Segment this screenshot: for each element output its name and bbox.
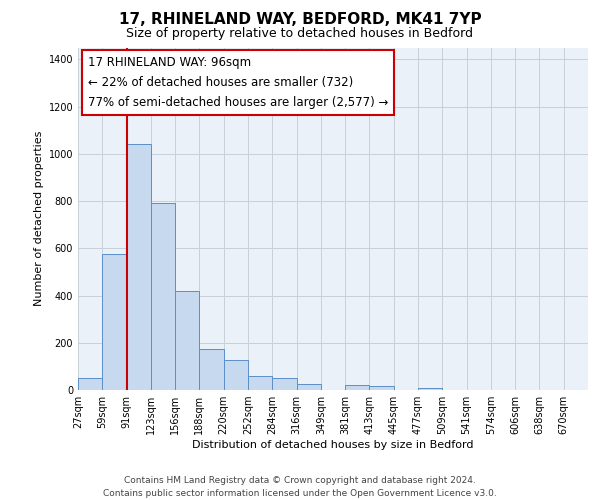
Bar <box>370 386 394 390</box>
Y-axis label: Number of detached properties: Number of detached properties <box>34 131 44 306</box>
Text: Contains HM Land Registry data © Crown copyright and database right 2024.
Contai: Contains HM Land Registry data © Crown c… <box>103 476 497 498</box>
Bar <box>102 254 127 390</box>
Bar <box>127 144 151 390</box>
Bar <box>224 360 248 390</box>
Bar <box>248 376 272 390</box>
Text: 17 RHINELAND WAY: 96sqm
← 22% of detached houses are smaller (732)
77% of semi-d: 17 RHINELAND WAY: 96sqm ← 22% of detache… <box>88 56 389 109</box>
Text: 17, RHINELAND WAY, BEDFORD, MK41 7YP: 17, RHINELAND WAY, BEDFORD, MK41 7YP <box>119 12 481 28</box>
Bar <box>296 384 321 390</box>
Bar <box>345 386 370 390</box>
Bar <box>175 291 199 390</box>
X-axis label: Distribution of detached houses by size in Bedford: Distribution of detached houses by size … <box>192 440 474 450</box>
Bar <box>272 378 296 390</box>
Text: Size of property relative to detached houses in Bedford: Size of property relative to detached ho… <box>127 28 473 40</box>
Bar <box>199 348 224 390</box>
Bar <box>78 378 102 390</box>
Bar <box>151 204 175 390</box>
Bar <box>418 388 442 390</box>
